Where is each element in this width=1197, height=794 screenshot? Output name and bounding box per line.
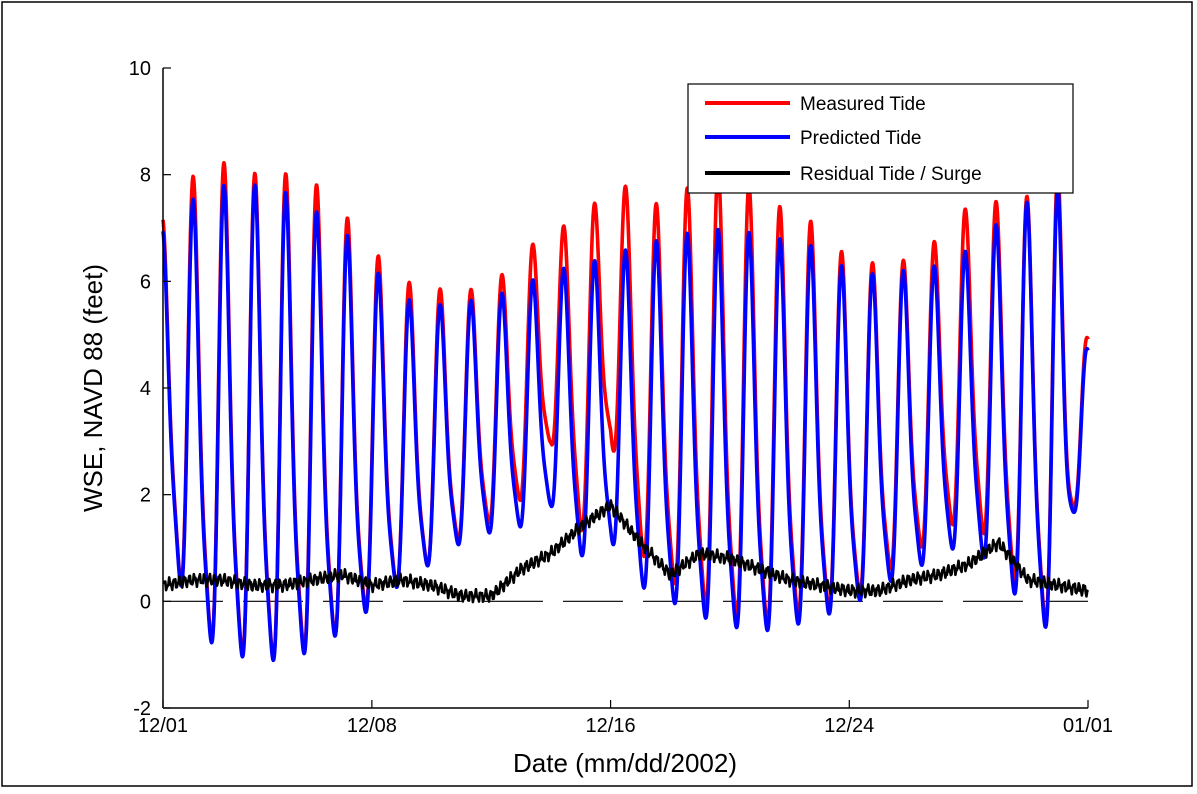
y-axis-ticks: -2 0 2 4 6 8 10 (129, 58, 171, 720)
legend-label-residual: Residual Tide / Surge (800, 164, 982, 185)
x-tick-label: 12/01 (138, 715, 188, 737)
y-tick-label: 0 (140, 591, 151, 613)
x-tick-label: 12/08 (347, 715, 397, 737)
x-axis-label: Date (mm/dd/2002) (513, 748, 737, 778)
series-measured-tide (161, 160, 1090, 660)
y-tick-label: 2 (140, 485, 151, 507)
series-layer (161, 160, 1090, 663)
y-tick-label: 8 (140, 165, 151, 187)
x-axis-ticks: 12/01 12/08 12/16 12/24 01/01 (138, 700, 1113, 737)
x-tick-label: 01/01 (1063, 715, 1113, 737)
x-tick-label: 12/16 (586, 715, 636, 737)
legend-label-measured: Measured Tide (800, 94, 926, 115)
y-tick-label: -2 (133, 698, 151, 720)
y-tick-label: 4 (140, 378, 151, 400)
series-residual-surge (162, 499, 1090, 604)
y-axis-label: WSE, NAVD 88 (feet) (78, 264, 108, 512)
y-tick-label: 6 (140, 271, 151, 293)
y-tick-label: 10 (129, 58, 151, 80)
x-tick-label: 12/24 (824, 715, 874, 737)
legend-item-measured: Measured Tide (705, 94, 926, 115)
legend-label-predicted: Predicted Tide (800, 128, 921, 149)
series-predicted-tide (161, 183, 1090, 663)
legend: Measured Tide Predicted Tide Residual Ti… (687, 83, 1074, 194)
legend-item-predicted: Predicted Tide (705, 128, 921, 149)
legend-item-residual: Residual Tide / Surge (705, 164, 982, 185)
